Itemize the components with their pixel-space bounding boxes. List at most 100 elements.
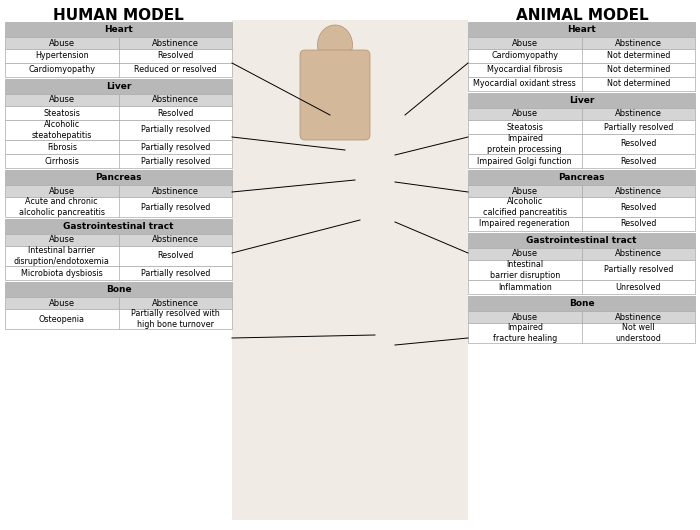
Bar (5, 140, 232, 154)
Bar (468, 77, 695, 91)
Text: Partially resolved: Partially resolved (141, 269, 210, 278)
Text: Not well
understood: Not well understood (615, 323, 661, 343)
Bar (5, 94, 118, 106)
Bar (468, 248, 582, 260)
Bar (5, 246, 232, 266)
Text: Resolved: Resolved (620, 156, 657, 165)
Text: Osteopenia: Osteopenia (38, 314, 85, 323)
Text: Acute and chronic
alcoholic pancreatitis: Acute and chronic alcoholic pancreatitis (19, 197, 105, 217)
Bar (5, 79, 232, 94)
Bar (5, 106, 232, 120)
Text: Abuse: Abuse (49, 298, 75, 307)
Bar (5, 309, 232, 329)
Bar (5, 266, 232, 280)
Text: Impaired regeneration: Impaired regeneration (480, 219, 570, 228)
Text: Not determined: Not determined (607, 66, 670, 75)
Text: Bone: Bone (106, 285, 132, 294)
Bar (5, 22, 232, 37)
Text: Abstinence: Abstinence (615, 110, 662, 119)
Text: Steatosis: Steatosis (506, 122, 543, 131)
Text: Pancreas: Pancreas (95, 173, 141, 182)
Bar (468, 154, 695, 168)
Bar (468, 22, 695, 37)
Text: ANIMAL MODEL: ANIMAL MODEL (516, 8, 648, 23)
Text: Abuse: Abuse (512, 250, 538, 259)
Text: Cardiomyopathy: Cardiomyopathy (28, 66, 95, 75)
Text: Abstinence: Abstinence (152, 235, 199, 244)
Text: Gastrointestinal tract: Gastrointestinal tract (526, 236, 637, 245)
Bar (582, 311, 695, 323)
Text: Liver: Liver (569, 96, 594, 105)
Text: Liver: Liver (106, 82, 131, 91)
Text: Heart: Heart (567, 25, 596, 34)
Text: Partially resolved: Partially resolved (141, 143, 210, 152)
Bar (468, 296, 695, 311)
Bar (5, 63, 232, 77)
Text: Cirrhosis: Cirrhosis (44, 156, 79, 165)
Text: Myocardial oxidant stress: Myocardial oxidant stress (473, 80, 576, 89)
Text: Not determined: Not determined (607, 80, 670, 89)
Text: Unresolved: Unresolved (615, 282, 661, 292)
Text: Bone: Bone (568, 299, 594, 308)
Text: Intestinal
barrier disruption: Intestinal barrier disruption (489, 260, 560, 280)
Bar (5, 170, 232, 185)
Bar (118, 185, 232, 197)
Text: Abstinence: Abstinence (615, 187, 662, 196)
Text: Microbiota dysbiosis: Microbiota dysbiosis (21, 269, 103, 278)
Text: Abuse: Abuse (512, 39, 538, 48)
Text: Abstinence: Abstinence (615, 39, 662, 48)
Text: Cardiomyopathy: Cardiomyopathy (491, 51, 559, 60)
Bar (118, 94, 232, 106)
Text: Hypertension: Hypertension (35, 51, 89, 60)
Bar (468, 37, 582, 49)
Bar (118, 37, 232, 49)
Bar (468, 280, 695, 294)
Text: Resolved: Resolved (620, 139, 657, 148)
Bar (468, 120, 695, 134)
Bar (468, 63, 695, 77)
Text: Partially resolved with
high bone turnover: Partially resolved with high bone turnov… (131, 310, 220, 329)
Text: Abuse: Abuse (512, 187, 538, 196)
Bar (5, 234, 118, 246)
Bar (582, 248, 695, 260)
Bar (468, 197, 695, 217)
Text: Gastrointestinal tract: Gastrointestinal tract (63, 222, 174, 231)
Bar (5, 219, 232, 234)
Bar (468, 217, 695, 231)
Text: Intestinal barrier
disruption/endotoxemia: Intestinal barrier disruption/endotoxemi… (14, 246, 110, 266)
Bar (5, 37, 118, 49)
Text: Fibrosis: Fibrosis (47, 143, 77, 152)
Text: Resolved: Resolved (157, 51, 193, 60)
Bar (118, 234, 232, 246)
Bar (5, 197, 232, 217)
Text: Abstinence: Abstinence (152, 95, 199, 104)
Text: Abuse: Abuse (49, 187, 75, 196)
Text: Not determined: Not determined (607, 51, 670, 60)
Text: Steatosis: Steatosis (43, 109, 80, 118)
Bar (5, 154, 232, 168)
Bar (468, 260, 695, 280)
Text: Inflammation: Inflammation (498, 282, 552, 292)
Bar (582, 185, 695, 197)
Text: Resolved: Resolved (620, 219, 657, 228)
Text: Partially resolved: Partially resolved (603, 266, 673, 275)
Bar (468, 108, 582, 120)
Bar (5, 120, 232, 140)
Text: Abstinence: Abstinence (152, 39, 199, 48)
Text: Abstinence: Abstinence (152, 187, 199, 196)
Bar (582, 108, 695, 120)
Text: Impaired
fracture healing: Impaired fracture healing (493, 323, 557, 343)
FancyBboxPatch shape (300, 50, 370, 140)
Text: Heart: Heart (104, 25, 133, 34)
Text: Pancreas: Pancreas (559, 173, 605, 182)
Bar (118, 297, 232, 309)
Text: Abuse: Abuse (512, 313, 538, 322)
Bar (468, 323, 695, 343)
Text: Resolved: Resolved (157, 109, 193, 118)
Bar (5, 282, 232, 297)
Bar (468, 134, 695, 154)
Text: Partially resolved: Partially resolved (603, 122, 673, 131)
Text: Myocardial fibrosis: Myocardial fibrosis (487, 66, 563, 75)
Text: Reduced or resolved: Reduced or resolved (134, 66, 216, 75)
Bar (468, 93, 695, 108)
